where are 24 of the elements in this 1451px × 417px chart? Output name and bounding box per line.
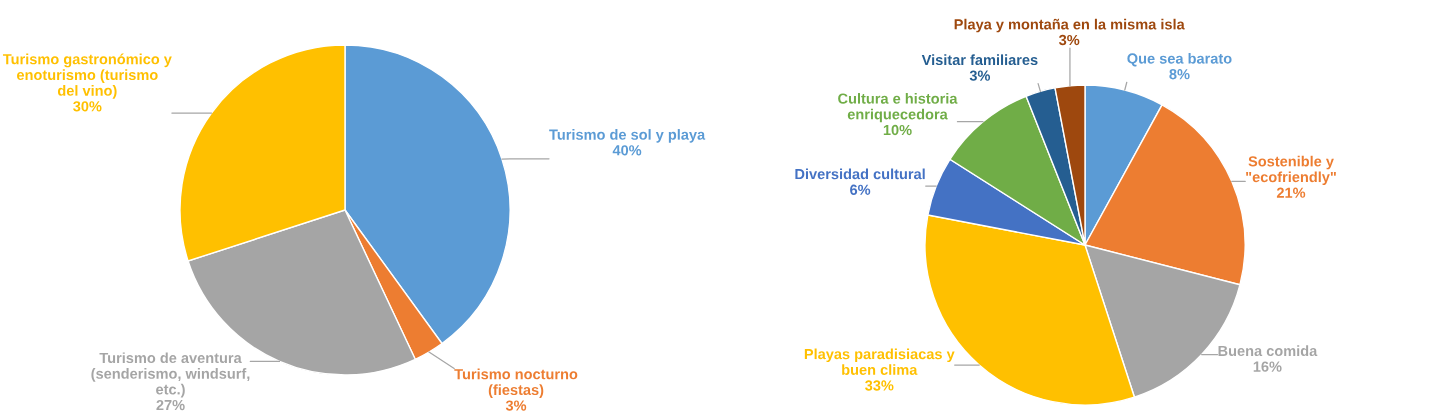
slice-label: Turismo de sol y playa xyxy=(549,129,706,143)
slice-label: Buena comida xyxy=(1218,345,1318,357)
data-label: 27% xyxy=(156,399,185,411)
data-label: 3% xyxy=(1058,34,1080,46)
slice-label: Turismo gastronómico y enoturismo (turismo del vino) xyxy=(2,53,172,99)
slice-label: Cultura e historia enriquecedora xyxy=(838,93,958,123)
data-label: 3% xyxy=(969,70,991,81)
slice-label: Turismo nocturno (fiestas) xyxy=(454,368,578,398)
data-label: 16% xyxy=(1253,361,1282,372)
data-label: 10% xyxy=(883,124,912,136)
data-label: 33% xyxy=(865,380,894,391)
slice-label: Playas paradisiacas y buen clima xyxy=(804,348,955,375)
slice-label: Sostenible y "ecofriendly" xyxy=(1246,155,1336,186)
slice-label: Que sea barato xyxy=(1127,52,1232,67)
slice-label: Turismo de aventura (senderismo, windsurf, etc.) xyxy=(91,352,250,398)
data-label: 8% xyxy=(1169,69,1190,80)
data-label: 3% xyxy=(505,400,527,411)
data-label: 40% xyxy=(612,145,642,156)
data-label: 30% xyxy=(73,101,102,112)
data-label: 6% xyxy=(850,184,871,195)
data-label: 21% xyxy=(1276,187,1306,198)
slice-label: Visitar familiares xyxy=(921,54,1038,66)
slice-label: Playa y montaña en la misma isla xyxy=(954,18,1185,33)
slice-label: Diversidad cultural xyxy=(795,168,925,180)
